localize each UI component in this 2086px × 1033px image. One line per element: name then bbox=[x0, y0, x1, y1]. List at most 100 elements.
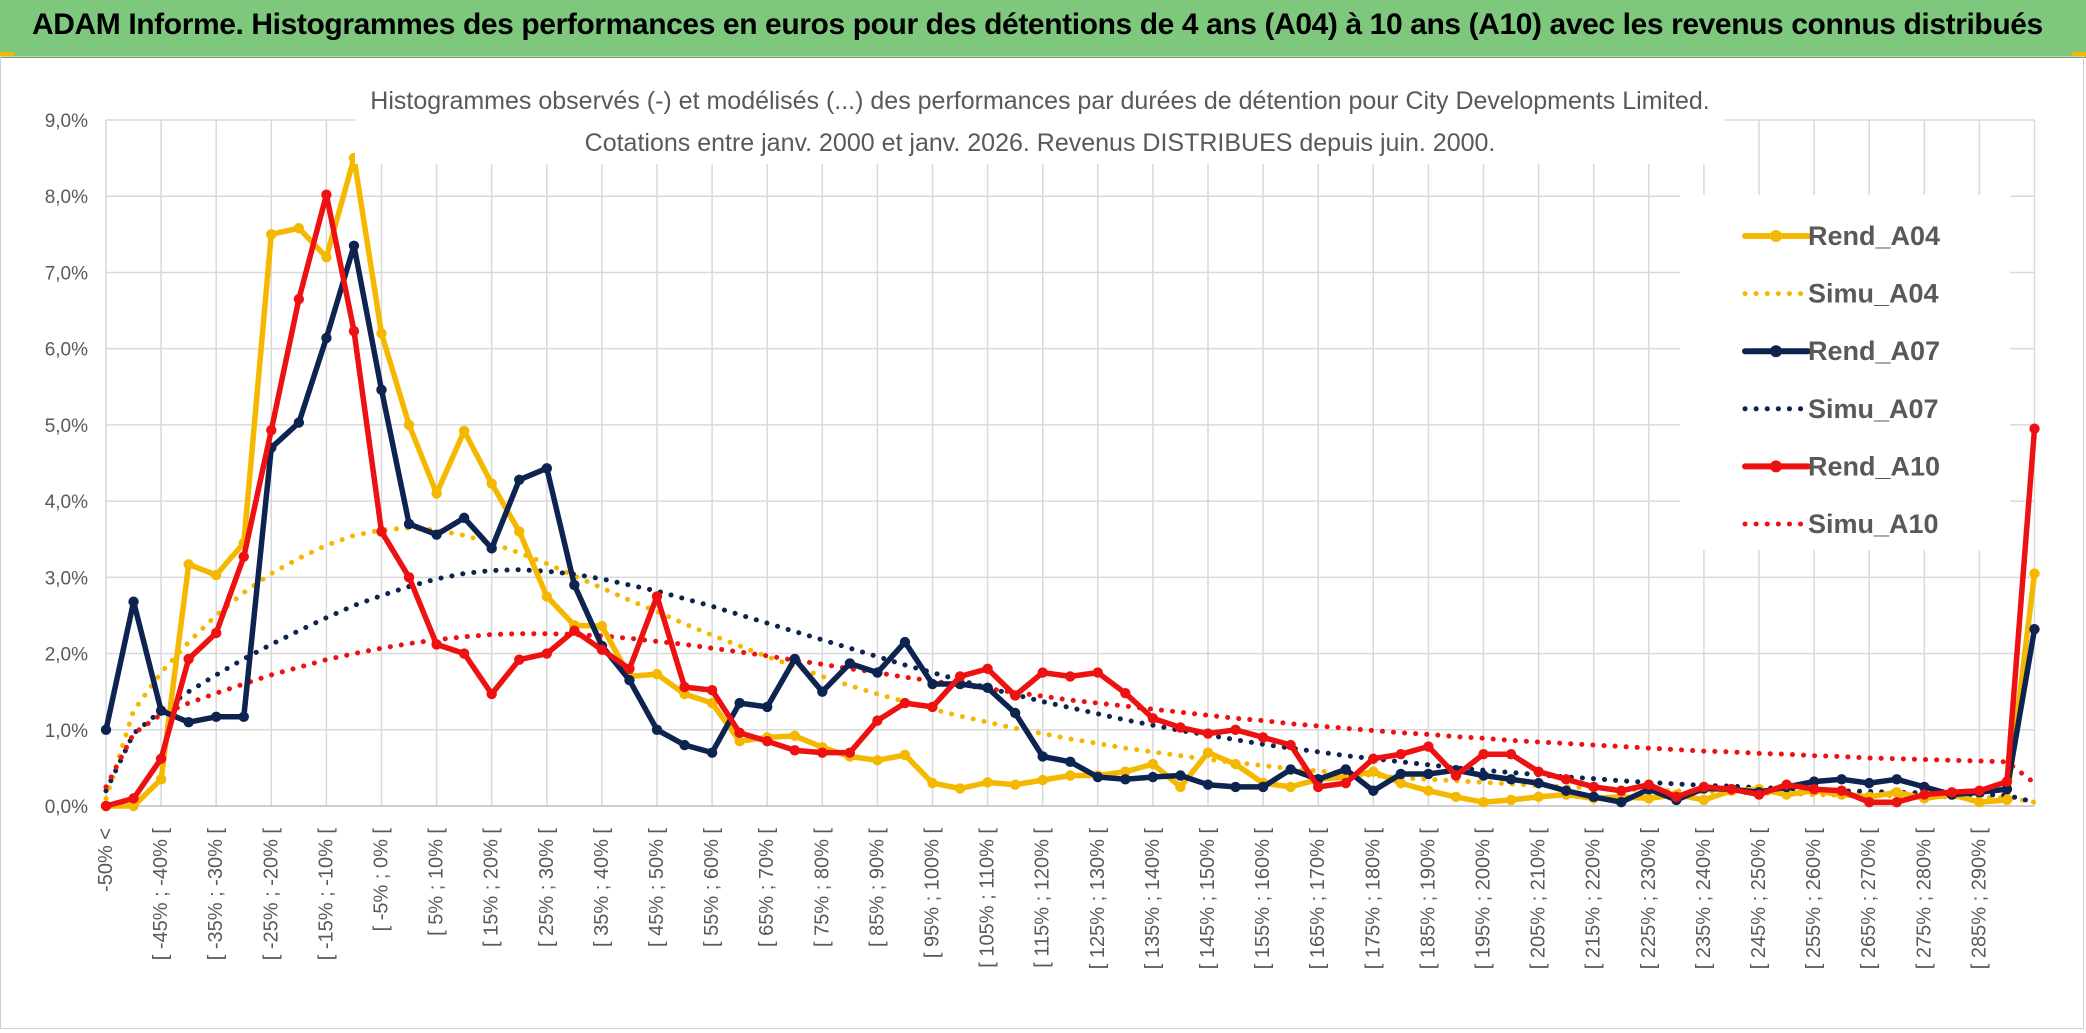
data-point bbox=[899, 749, 911, 761]
data-point bbox=[569, 625, 580, 636]
data-point bbox=[844, 747, 856, 758]
data-point bbox=[1753, 789, 1765, 800]
data-point bbox=[1092, 667, 1104, 678]
corner-accent-left bbox=[0, 52, 14, 57]
data-point bbox=[458, 512, 470, 524]
data-point bbox=[624, 675, 635, 686]
data-point bbox=[1313, 781, 1324, 793]
data-point bbox=[403, 518, 415, 530]
data-point bbox=[1478, 770, 1489, 781]
data-point bbox=[1560, 774, 1572, 785]
data-point bbox=[899, 697, 911, 709]
chart-title-line1: Histogrammes observés (-) et modélisés (… bbox=[370, 87, 1709, 115]
data-point bbox=[1423, 741, 1434, 752]
data-point bbox=[954, 783, 966, 794]
data-point bbox=[734, 736, 745, 747]
data-point bbox=[238, 711, 249, 723]
data-point bbox=[1726, 784, 1737, 795]
x-tick-label: [ 245% ; 250% [ bbox=[1748, 828, 1770, 970]
x-axis-tick-labels: -50% < [ -45% ; -40% [[ -35% ; -30% [[ -2… bbox=[95, 828, 1990, 970]
series-simu-a07-line bbox=[103, 567, 2037, 805]
data-point bbox=[376, 384, 387, 396]
data-point bbox=[128, 800, 139, 812]
x-tick-label: -50% < bbox=[95, 828, 117, 892]
data-point bbox=[211, 627, 222, 639]
data-point bbox=[541, 648, 552, 659]
data-point bbox=[817, 747, 828, 758]
x-tick-label: [ 145% ; 150% [ bbox=[1197, 828, 1219, 970]
x-tick-label: [ -5% ; 0% [ bbox=[371, 828, 393, 932]
data-point bbox=[1065, 756, 1076, 767]
data-point bbox=[1175, 770, 1186, 781]
data-point bbox=[1533, 777, 1544, 789]
data-point bbox=[1147, 758, 1159, 770]
data-point bbox=[2001, 776, 2013, 787]
y-tick-label: 3,0% bbox=[45, 568, 88, 589]
data-point bbox=[1120, 687, 1131, 699]
data-point bbox=[431, 488, 442, 499]
report-title: ADAM Informe. Histogrammes des performan… bbox=[32, 8, 2043, 41]
data-point bbox=[293, 223, 305, 234]
data-point bbox=[431, 529, 442, 540]
data-point bbox=[1698, 781, 1710, 793]
data-point bbox=[266, 229, 277, 240]
data-point bbox=[155, 705, 167, 716]
data-point bbox=[1616, 785, 1627, 796]
x-tick-label: [ -45% ; -40% [ bbox=[150, 828, 172, 961]
data-point bbox=[651, 724, 663, 735]
data-point bbox=[1423, 768, 1434, 780]
x-tick-label: [ 275% ; 280% [ bbox=[1913, 828, 1935, 970]
x-tick-label: [ 35% ; 40% [ bbox=[591, 828, 613, 947]
data-point bbox=[1671, 791, 1682, 803]
legend-label: Rend_A04 bbox=[1808, 221, 1940, 251]
data-point bbox=[762, 736, 773, 747]
data-point bbox=[1202, 747, 1214, 758]
data-point bbox=[1285, 781, 1296, 793]
x-tick-label: [ 225% ; 230% [ bbox=[1638, 828, 1660, 970]
x-tick-label: [ 85% ; 90% [ bbox=[866, 828, 888, 947]
data-point bbox=[100, 724, 112, 735]
data-point bbox=[1065, 671, 1076, 682]
data-point bbox=[872, 715, 883, 726]
legend-label: Rend_A10 bbox=[1808, 451, 1940, 481]
x-tick-label: [ 285% ; 290% [ bbox=[1968, 828, 1990, 970]
data-point bbox=[1505, 748, 1517, 760]
x-tick-label: [ 205% ; 210% [ bbox=[1528, 828, 1550, 970]
data-point bbox=[1037, 774, 1048, 786]
data-point bbox=[541, 463, 552, 474]
data-point bbox=[1919, 789, 1930, 800]
data-point bbox=[1478, 796, 1489, 808]
data-point bbox=[431, 639, 442, 650]
x-tick-label: [ 15% ; 20% [ bbox=[481, 828, 503, 947]
data-point bbox=[1698, 794, 1710, 806]
data-point bbox=[2001, 794, 2013, 806]
data-point bbox=[1505, 774, 1517, 785]
data-point bbox=[1616, 796, 1627, 808]
data-point bbox=[596, 620, 608, 632]
data-point bbox=[1919, 781, 1930, 793]
data-point bbox=[1368, 753, 1379, 764]
data-point bbox=[706, 747, 718, 758]
corner-accent-right bbox=[2072, 52, 2086, 57]
data-point bbox=[872, 755, 883, 766]
data-point bbox=[1974, 785, 1985, 796]
data-point bbox=[1175, 781, 1186, 793]
data-point bbox=[982, 777, 993, 788]
x-tick-label: [ 5% ; 10% [ bbox=[426, 828, 448, 936]
x-tick-label: [ 215% ; 220% [ bbox=[1583, 828, 1605, 970]
data-point bbox=[1257, 781, 1269, 793]
x-tick-label: [ 65% ; 70% [ bbox=[756, 828, 778, 947]
data-point bbox=[266, 425, 277, 436]
data-point bbox=[458, 648, 470, 659]
data-point bbox=[624, 663, 635, 674]
data-point bbox=[1946, 787, 1958, 798]
data-point bbox=[789, 653, 800, 665]
data-point bbox=[1230, 781, 1241, 793]
data-point bbox=[155, 753, 167, 764]
data-point bbox=[1974, 796, 1985, 808]
data-point bbox=[982, 682, 993, 694]
data-point bbox=[2001, 784, 2013, 795]
x-tick-label: [ 125% ; 130% [ bbox=[1087, 828, 1109, 970]
data-point bbox=[376, 526, 387, 537]
